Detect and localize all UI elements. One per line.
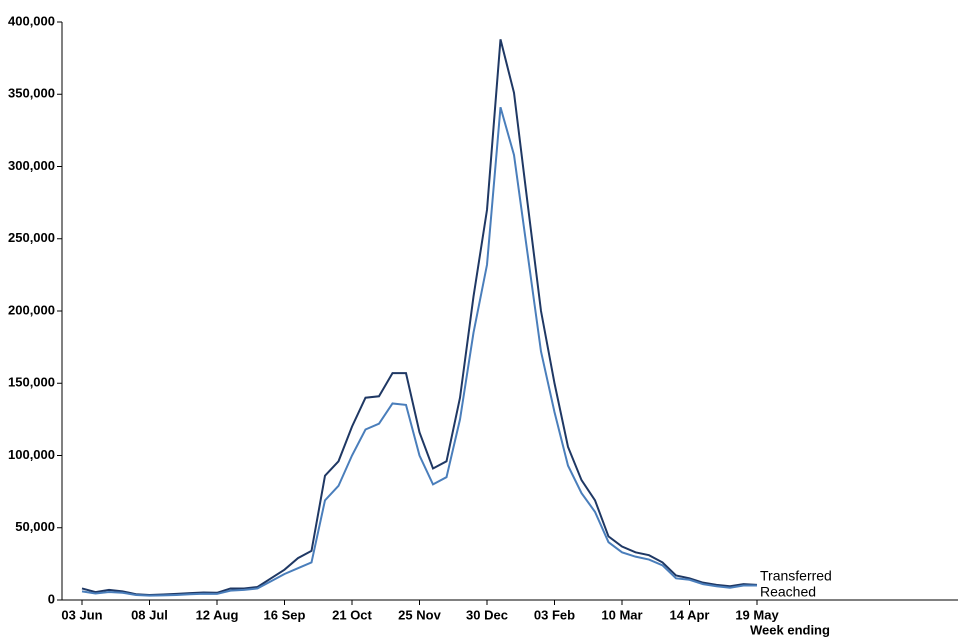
legend-label: Reached: [760, 584, 816, 600]
x-tick-label: 30 Dec: [466, 607, 508, 622]
y-tick-label: 400,000: [8, 13, 55, 28]
y-tick-label: 0: [48, 591, 55, 606]
y-tick-label: 50,000: [15, 519, 55, 534]
x-tick-label: 03 Feb: [534, 607, 575, 622]
y-tick-label: 350,000: [8, 86, 55, 101]
series-line: [81, 39, 758, 596]
y-tick-label: 250,000: [8, 230, 55, 245]
x-axis-label: Week ending: [750, 622, 830, 637]
x-tick-label: 10 Mar: [601, 607, 642, 622]
x-tick-label: 16 Sep: [264, 607, 306, 622]
x-tick-label: 25 Nov: [398, 607, 441, 622]
x-tick-label: 19 May: [735, 607, 779, 622]
x-tick-label: 12 Aug: [196, 607, 239, 622]
series-line: [81, 106, 757, 597]
x-tick-label: 08 Jul: [131, 607, 168, 622]
y-tick-label: 150,000: [8, 375, 55, 390]
y-tick-label: 300,000: [8, 158, 55, 173]
y-tick-label: 100,000: [8, 447, 55, 462]
x-tick-label: 21 Oct: [332, 607, 372, 622]
legend-label: Transferred: [760, 568, 832, 584]
y-tick-label: 200,000: [8, 302, 55, 317]
x-tick-label: 14 Apr: [670, 607, 710, 622]
x-tick-label: 03 Jun: [61, 607, 102, 622]
